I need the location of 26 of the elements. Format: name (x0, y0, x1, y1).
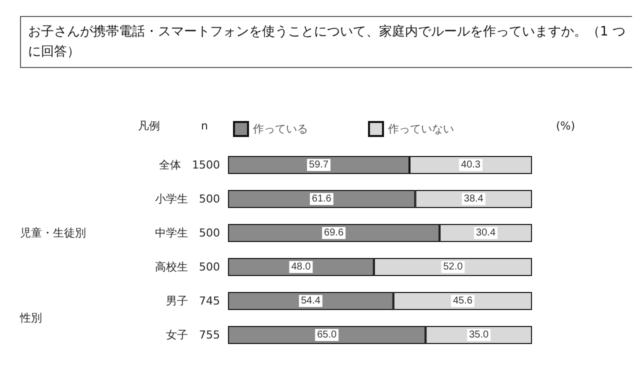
data-label: 65.0 (317, 330, 337, 340)
legend-label: 作っていない (387, 122, 454, 136)
y-tick-label: 全体 1500 (159, 158, 220, 172)
text: (%) (556, 120, 576, 132)
data-label: 59.7 (309, 160, 329, 170)
data-label: 40.3 (461, 160, 481, 170)
data-label: 69.6 (324, 228, 344, 238)
chart-title: お子さんが携帯電話・スマートフォンを使うことについて、家庭内でルールを作っていますか。（1 つに回答） (28, 24, 626, 60)
text: n (201, 120, 208, 132)
text: 児童・生徒別 (20, 226, 86, 240)
y-tick-label: 女子 755 (166, 328, 220, 342)
y-tick-label: 男子 745 (166, 294, 220, 308)
data-label: 45.6 (452, 296, 473, 306)
text: 性別 (19, 312, 42, 324)
data-label: 61.6 (312, 194, 332, 204)
data-label: 35.0 (469, 330, 489, 340)
data-label: 54.4 (300, 296, 321, 306)
legend-label: 作っている (252, 122, 308, 136)
data-label: 48.0 (291, 262, 312, 272)
y-tick-label: 高校生 500 (155, 260, 220, 274)
data-label: 52.0 (443, 262, 464, 272)
data-label: 38.4 (464, 194, 484, 204)
legend-title: 凡例 (138, 120, 160, 132)
data-label: 30.4 (476, 228, 496, 238)
y-tick-label: 中学生 500 (155, 226, 220, 240)
y-tick-label: 小学生 500 (155, 192, 220, 206)
